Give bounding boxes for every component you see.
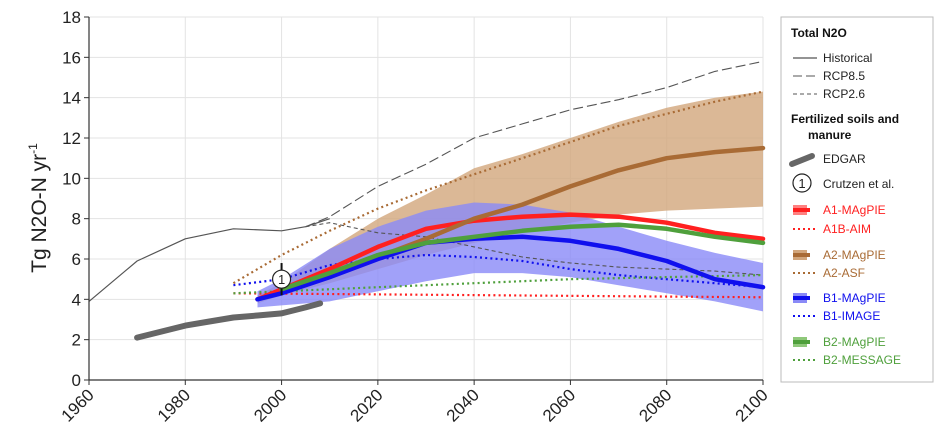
legend-title-total: Total N2O	[791, 26, 847, 40]
legend-label-a2-magpie: A2-MAgPIE	[823, 248, 886, 262]
uncertainty-bands	[257, 91, 763, 312]
legend-marker-crutzen: 1	[798, 176, 805, 191]
series-rcp8-5	[305, 60, 764, 228]
legend-swatch-a2-magpie	[793, 250, 810, 260]
y-tick-label: 18	[62, 8, 81, 27]
y-tick-label: 12	[62, 129, 81, 148]
legend-label-rcp85: RCP8.5	[823, 69, 865, 83]
legend-swatch-b2-magpie	[793, 337, 810, 347]
series-edgar	[134, 300, 324, 341]
legend-swatch-b1-magpie	[793, 293, 810, 303]
legend-frame	[780, 16, 934, 383]
x-tick-label: 2060	[539, 385, 579, 425]
legend-label-a1b-aim: A1B-AIM	[823, 222, 871, 236]
band-b1-magpie	[257, 202, 763, 312]
crutzen-marker	[271, 269, 292, 289]
legend-swatch-crutzen	[792, 173, 812, 193]
series-a2-asf-dotted	[232, 90, 764, 285]
y-tick-label: 14	[62, 89, 81, 108]
x-tick-label: 2080	[635, 385, 675, 425]
x-tick-label: 2100	[732, 385, 772, 425]
legend: Total N2O Historical RCP8.5 RCP2.6 Ferti…	[780, 16, 934, 383]
legend-swatch-a1-magpie	[793, 205, 810, 215]
legend-label-a1-magpie: A1-MAgPIE	[823, 203, 886, 217]
series-b1-magpie	[255, 234, 766, 302]
legend-label-a2-asf: A2-ASF	[823, 266, 865, 280]
y-axis-label: Tg N2O-N yr-1	[26, 143, 51, 273]
legend-title-fert-line2: manure	[808, 128, 852, 142]
series-a1-magpie	[255, 212, 766, 302]
legend-label-rcp26: RCP2.6	[823, 87, 865, 101]
legend-label-b2-message: B2-MESSAGE	[823, 353, 901, 367]
axes	[84, 16, 764, 385]
series-b2-magpie	[279, 222, 766, 292]
x-tick-label: 2020	[347, 385, 387, 425]
y-tick-label: 10	[62, 169, 81, 188]
legend-label-edgar: EDGAR	[823, 152, 866, 166]
legend-label-b1-image: B1-IMAGE	[823, 309, 880, 323]
series-b1-image-dotted	[233, 253, 764, 289]
legend-label-b2-magpie: B2-MAgPIE	[823, 335, 886, 349]
y-tick-label: 8	[72, 210, 81, 229]
legend-label-crutzen: Crutzen et al.	[823, 177, 894, 191]
x-tick-label: 1980	[154, 385, 194, 425]
y-tick-label: 16	[62, 48, 81, 67]
legend-swatch-edgar	[789, 153, 815, 167]
y-tick-label: 0	[72, 371, 81, 390]
crutzen-marker-label: 1	[278, 272, 285, 287]
y-tick-label: 6	[72, 250, 81, 269]
x-tick-label: 2000	[250, 385, 290, 425]
legend-label-historical: Historical	[823, 51, 872, 65]
y-tick-label: 2	[72, 331, 81, 350]
x-tick-label: 1960	[58, 385, 98, 425]
legend-title-fert-line1: Fertilized soils and	[791, 112, 899, 126]
series-lines: 1	[88, 60, 766, 341]
x-tick-label: 2040	[443, 385, 483, 425]
series-rcp2-6	[305, 222, 764, 276]
y-tick-label: 4	[72, 290, 81, 309]
legend-label-b1-magpie: B1-MAgPIE	[823, 291, 886, 305]
